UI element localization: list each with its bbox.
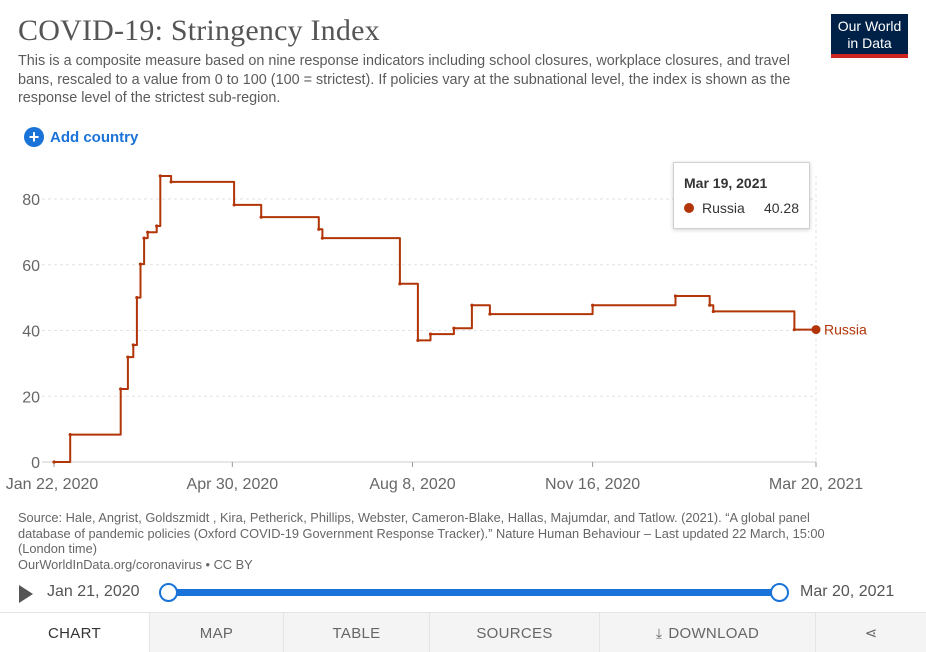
x-tick-label: Jan 22, 2020 (6, 476, 99, 493)
x-tick-label: Nov 16, 2020 (545, 476, 640, 493)
y-tick-label: 20 (22, 389, 40, 406)
tab-chart-label: CHART (48, 624, 101, 642)
data-point (398, 282, 402, 286)
data-point (169, 180, 173, 184)
data-point (135, 296, 139, 300)
tab-map[interactable]: MAP (150, 613, 284, 652)
play-icon[interactable] (19, 585, 33, 603)
data-point (142, 236, 146, 240)
data-point (52, 460, 56, 464)
data-point (591, 303, 595, 307)
page-title: COVID-19: Stringency Index (18, 14, 380, 47)
timeline-track[interactable] (168, 589, 780, 596)
data-point (708, 303, 712, 307)
tab-table[interactable]: TABLE (284, 613, 430, 652)
data-point (470, 303, 474, 307)
data-point (320, 236, 325, 240)
owid-logo[interactable]: Our World in Data (831, 14, 908, 58)
tooltip-row: Russia 40.28 (684, 200, 799, 216)
add-country-label: Add country (50, 128, 139, 146)
tab-download-label: DOWNLOAD (668, 624, 760, 642)
timeline-start-handle[interactable] (159, 583, 178, 602)
data-point (428, 332, 433, 336)
share-button[interactable]: ⋖ (816, 613, 926, 652)
timeline: Jan 21, 2020 Mar 20, 2021 (0, 578, 926, 608)
x-tick-label: Apr 30, 2020 (187, 476, 279, 493)
series-line-russia (54, 175, 816, 463)
source-note: Source: Hale, Angrist, Goldszmidt , Kira… (18, 510, 848, 572)
y-tick-label: 0 (31, 455, 40, 472)
source-text: Source: Hale, Angrist, Goldszmidt , Kira… (18, 510, 825, 556)
data-point (259, 215, 263, 219)
y-tick-label: 40 (22, 324, 40, 341)
end-point (811, 325, 821, 335)
data-point (68, 433, 72, 437)
share-icon: ⋖ (864, 625, 878, 642)
data-point (792, 327, 796, 332)
source-link[interactable]: OurWorldInData.org/coronavirus • CC BY (18, 556, 253, 572)
timeline-start-label: Jan 21, 2020 (47, 583, 140, 600)
data-point (317, 227, 321, 231)
tab-map-label: MAP (199, 624, 234, 642)
tab-table-label: TABLE (332, 624, 381, 642)
data-point (155, 224, 159, 228)
data-point (146, 230, 150, 234)
tab-download[interactable]: ⤓ DOWNLOAD (600, 613, 816, 652)
data-point (138, 262, 143, 266)
data-point (452, 326, 456, 330)
data-point (488, 312, 492, 316)
logo-line-1: Our World (837, 18, 902, 34)
series-label: Russia (824, 322, 867, 338)
data-point (711, 309, 715, 314)
add-country-button[interactable]: + Add country (24, 127, 138, 147)
x-tick-label: Mar 20, 2021 (769, 476, 863, 493)
logo-line-2: in Data (847, 35, 892, 51)
tab-sources[interactable]: SOURCES (430, 613, 600, 652)
tab-sources-label: SOURCES (476, 624, 553, 642)
data-point (119, 387, 123, 391)
download-icon: ⤓ (655, 624, 663, 641)
data-point (131, 343, 135, 347)
data-point (158, 174, 162, 178)
y-tick-label: 60 (22, 258, 40, 275)
tooltip-country: Russia (702, 200, 745, 216)
tooltip-value: 40.28 (763, 200, 799, 216)
series-dot-icon (684, 203, 694, 213)
data-point (673, 294, 678, 298)
plus-circle-icon: + (24, 127, 44, 147)
data-point (416, 338, 420, 342)
chart-subtitle: This is a composite measure based on nin… (18, 53, 791, 106)
tab-bar: CHART MAP TABLE SOURCES ⤓ DOWNLOAD ⋖ (0, 612, 926, 652)
timeline-end-handle[interactable] (770, 583, 789, 602)
tooltip-date: Mar 19, 2021 (684, 175, 768, 191)
y-tick-label: 80 (22, 192, 40, 209)
timeline-end-label: Mar 20, 2021 (800, 583, 895, 600)
data-point (126, 355, 130, 359)
data-point (232, 203, 236, 207)
x-tick-label: Aug 8, 2020 (369, 476, 455, 493)
tab-chart[interactable]: CHART (0, 613, 150, 652)
hover-tooltip: Mar 19, 2021 Russia 40.28 (673, 162, 810, 229)
